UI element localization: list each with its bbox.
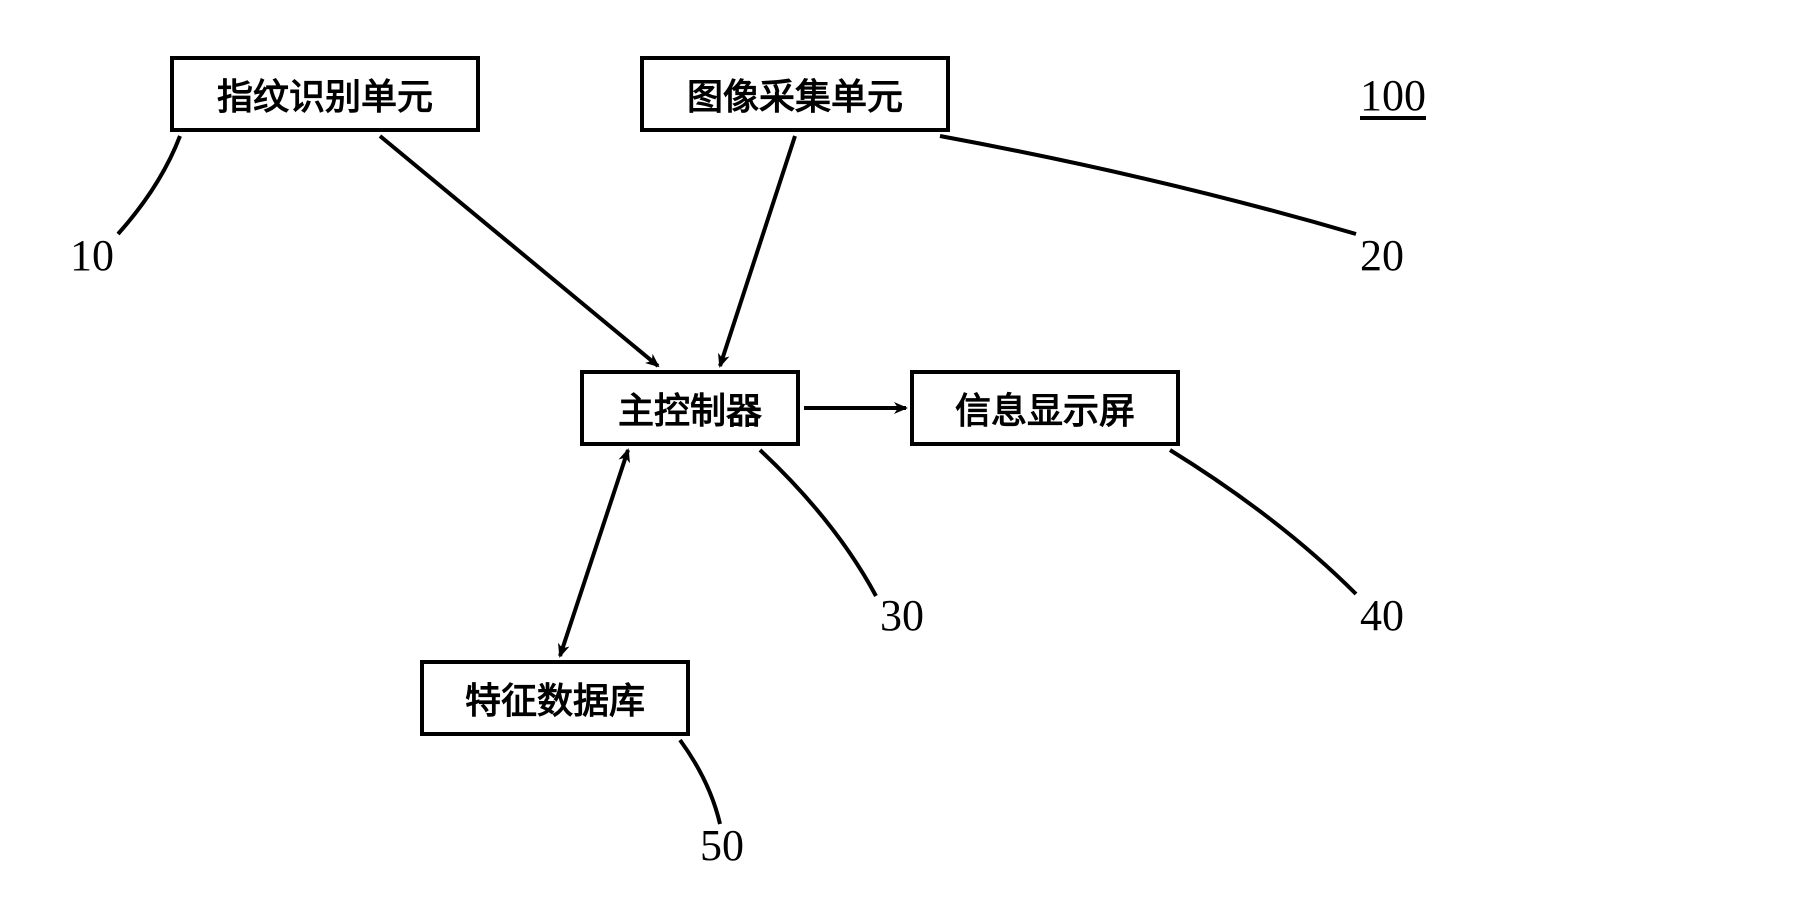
- figure-number-label: 100: [1360, 70, 1426, 121]
- edge-image_capture-to-controller: [720, 136, 795, 366]
- ref-50-label: 50: [700, 820, 744, 871]
- leader-line-2: [760, 450, 876, 596]
- leader-line-4: [680, 740, 720, 824]
- fingerprint-unit-label: 指纹识别单元: [217, 68, 433, 120]
- leader-line-3: [1170, 450, 1356, 594]
- ref-10-label: 10: [70, 230, 114, 281]
- image-capture-unit-label: 图像采集单元: [687, 68, 903, 120]
- leader-line-0: [118, 136, 180, 234]
- ref-20-label: 20: [1360, 230, 1404, 281]
- edge-fingerprint-to-controller: [380, 136, 658, 366]
- fingerprint-unit-box: 指纹识别单元: [170, 56, 480, 132]
- leader-line-1: [940, 136, 1356, 234]
- ref-30-label: 30: [880, 590, 924, 641]
- display-screen-label: 信息显示屏: [955, 382, 1135, 434]
- edge-controller-to-database: [560, 450, 628, 656]
- feature-database-label: 特征数据库: [465, 672, 645, 724]
- main-controller-label: 主控制器: [618, 382, 762, 434]
- feature-database-box: 特征数据库: [420, 660, 690, 736]
- display-screen-box: 信息显示屏: [910, 370, 1180, 446]
- image-capture-unit-box: 图像采集单元: [640, 56, 950, 132]
- diagram-svg: [0, 0, 1800, 904]
- main-controller-box: 主控制器: [580, 370, 800, 446]
- ref-40-label: 40: [1360, 590, 1404, 641]
